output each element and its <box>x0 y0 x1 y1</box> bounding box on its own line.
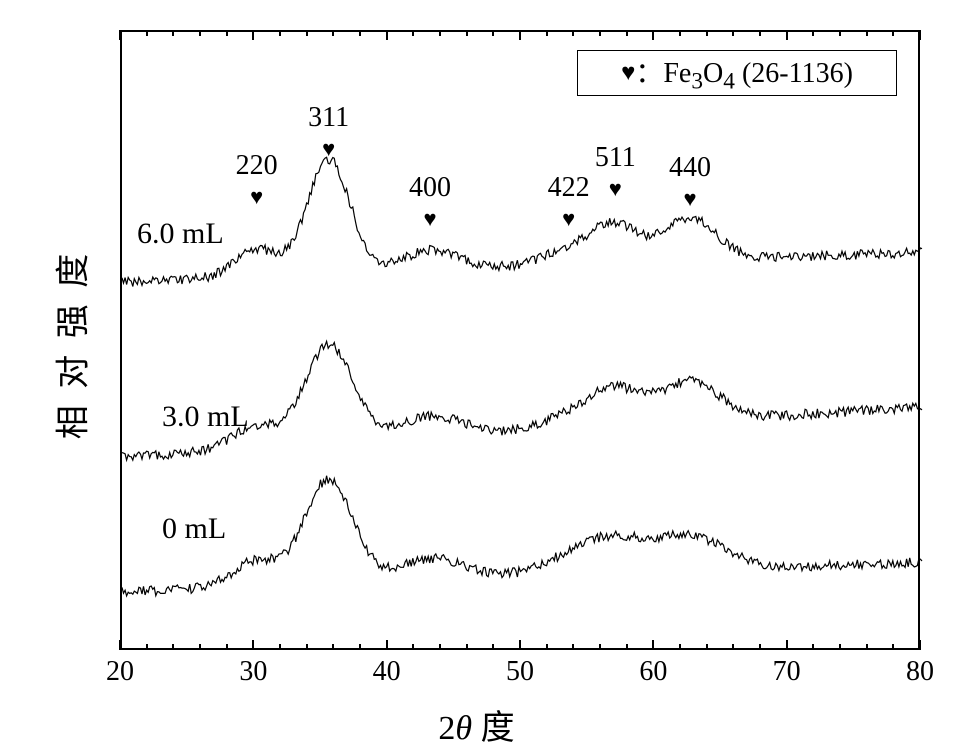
peak-heart-icon: ♥ <box>562 208 575 230</box>
peak-heart-icon: ♥ <box>609 178 622 200</box>
x-tick-label: 30 <box>239 656 267 688</box>
peak-heart-icon: ♥ <box>322 138 335 160</box>
x-tick-top <box>812 30 814 36</box>
x-tick <box>332 644 334 650</box>
x-tick-top <box>172 30 174 36</box>
x-tick <box>706 644 708 650</box>
x-tick-top <box>359 30 361 36</box>
x-tick-top <box>412 30 414 36</box>
x-tick-top <box>866 30 868 36</box>
x-tick-label: 70 <box>773 656 801 688</box>
x-tick <box>919 640 921 650</box>
peak-label-220: 220 <box>236 150 278 182</box>
x-tick-top <box>119 30 121 40</box>
x-axis-label: 2θ 度 <box>0 700 953 749</box>
peak-heart-icon: ♥ <box>683 188 696 210</box>
x-tick <box>146 644 148 650</box>
x-tick-top <box>839 30 841 36</box>
x-label-theta: θ <box>455 710 472 747</box>
x-tick <box>519 640 521 650</box>
xrd-trace-0mL <box>122 476 922 596</box>
x-tick <box>759 644 761 650</box>
x-tick <box>306 644 308 650</box>
x-tick-top <box>786 30 788 40</box>
x-tick-top <box>252 30 254 40</box>
x-tick <box>599 644 601 650</box>
x-tick <box>786 640 788 650</box>
x-tick <box>679 644 681 650</box>
plot-area: ♥ ：Fe3O4 (26-1136) 220♥311♥400♥422♥511♥4… <box>120 30 920 650</box>
peak-label-422: 422 <box>548 172 590 204</box>
y-axis-label: 相 对 强 度 <box>46 245 95 445</box>
x-tick <box>839 644 841 650</box>
peak-label-511: 511 <box>595 142 636 174</box>
x-tick <box>466 644 468 650</box>
x-tick-top <box>492 30 494 36</box>
x-tick-top <box>919 30 921 40</box>
x-tick <box>226 644 228 650</box>
x-tick-top <box>439 30 441 36</box>
x-tick <box>412 644 414 650</box>
x-label-prefix: 2 <box>438 710 455 747</box>
peak-label-440: 440 <box>669 152 711 184</box>
peak-heart-icon: ♥ <box>250 186 263 208</box>
x-tick-top <box>279 30 281 36</box>
x-tick <box>626 644 628 650</box>
peak-label-311: 311 <box>308 102 349 134</box>
x-tick <box>359 644 361 650</box>
series-label: 3.0 mL <box>162 400 249 434</box>
x-tick-top <box>892 30 894 36</box>
x-tick-top <box>626 30 628 36</box>
x-tick <box>492 644 494 650</box>
x-tick-top <box>599 30 601 36</box>
series-label: 6.0 mL <box>137 217 224 251</box>
x-tick <box>866 644 868 650</box>
x-tick <box>892 644 894 650</box>
x-tick-top <box>759 30 761 36</box>
peak-label-400: 400 <box>409 172 451 204</box>
x-tick <box>546 644 548 650</box>
x-tick <box>732 644 734 650</box>
series-label: 0 mL <box>162 512 226 546</box>
x-tick-top <box>652 30 654 40</box>
x-tick-top <box>332 30 334 36</box>
y-axis-label-text: 相 对 强 度 <box>56 250 93 440</box>
x-label-suffix: 度 <box>472 710 515 747</box>
x-tick-top <box>306 30 308 36</box>
x-tick <box>279 644 281 650</box>
x-tick-top <box>466 30 468 36</box>
x-tick-label: 50 <box>506 656 534 688</box>
x-tick <box>172 644 174 650</box>
x-tick <box>439 644 441 650</box>
x-tick <box>652 640 654 650</box>
x-tick <box>386 640 388 650</box>
x-tick-top <box>386 30 388 40</box>
x-tick-top <box>226 30 228 36</box>
x-tick-label: 40 <box>373 656 401 688</box>
x-tick-top <box>546 30 548 36</box>
x-tick-top <box>199 30 201 36</box>
x-tick <box>572 644 574 650</box>
x-tick <box>252 640 254 650</box>
x-tick-top <box>706 30 708 36</box>
peak-heart-icon: ♥ <box>423 208 436 230</box>
x-tick-label: 20 <box>106 656 134 688</box>
x-tick <box>199 644 201 650</box>
x-tick-top <box>519 30 521 40</box>
x-tick-label: 60 <box>639 656 667 688</box>
x-tick <box>812 644 814 650</box>
x-tick-label: 80 <box>906 656 934 688</box>
trace-svg <box>122 32 922 652</box>
x-tick-top <box>732 30 734 36</box>
x-tick-top <box>679 30 681 36</box>
x-tick <box>119 640 121 650</box>
x-tick-top <box>572 30 574 36</box>
xrd-figure: 相 对 强 度 ♥ ：Fe3O4 (26-1136) 220♥311♥400♥4… <box>0 0 953 746</box>
x-tick-top <box>146 30 148 36</box>
